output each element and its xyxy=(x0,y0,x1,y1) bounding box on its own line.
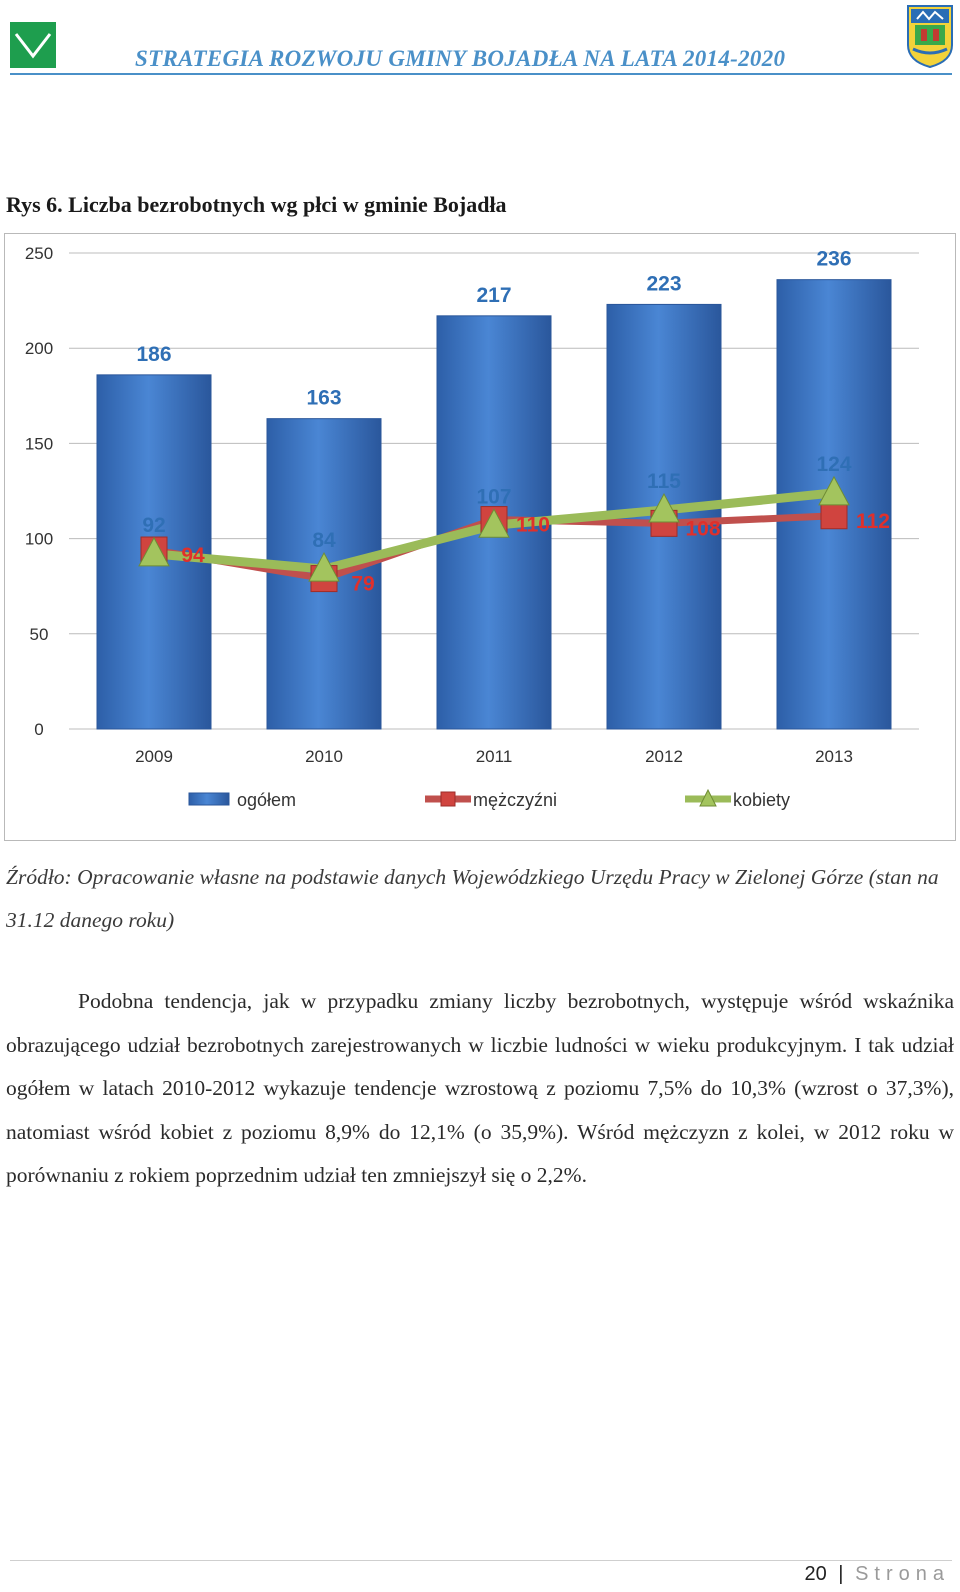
x-tick-label: 2010 xyxy=(305,747,343,766)
chart-container: 0 50 100 150 200 250 2009 2010 2011 2012 2013 186 1… xyxy=(4,233,956,841)
marker-mezczyzni xyxy=(820,502,848,530)
data-label-ogolem: 236 xyxy=(816,248,851,271)
data-label-kobiety: 107 xyxy=(476,485,511,508)
data-label-kobiety: 92 xyxy=(142,514,165,537)
y-tick-label: 0 xyxy=(34,720,43,739)
data-label-mezczyzni: 110 xyxy=(516,514,550,537)
legend-label: mężczyźni xyxy=(473,790,557,810)
header-title: STRATEGIA ROZWOJU GMINY BOJADŁA NA LATA … xyxy=(135,46,786,71)
data-label-kobiety: 115 xyxy=(647,470,681,493)
marker-kobiety xyxy=(138,536,170,567)
header-divider xyxy=(10,73,952,75)
y-tick-label: 200 xyxy=(25,339,53,358)
y-tick-label: 150 xyxy=(25,434,53,453)
legend-marker-kobiety xyxy=(699,788,717,807)
unemployment-chart: 0 50 100 150 200 250 2009 2010 2011 2012 2013 186 1… xyxy=(25,244,919,810)
data-label-mezczyzni: 94 xyxy=(181,544,205,567)
marker-kobiety xyxy=(648,492,680,523)
footer-label: Strona xyxy=(855,1563,950,1585)
page-footer: 20 | Strona xyxy=(804,1563,950,1586)
y-tick-label: 250 xyxy=(25,244,53,263)
y-tick-label: 100 xyxy=(25,530,53,549)
legend-label: ogółem xyxy=(237,790,296,810)
coat-of-arms-icon xyxy=(905,3,955,69)
figure-source: Źródło: Opracowanie własne na podstawie … xyxy=(6,865,939,932)
marker-kobiety xyxy=(478,508,510,538)
legend-swatch-ogolem xyxy=(188,792,230,806)
footer-separator: | xyxy=(838,1563,844,1585)
data-label-ogolem: 217 xyxy=(476,284,511,307)
data-label-ogolem: 223 xyxy=(646,272,681,295)
x-tick-label: 2009 xyxy=(135,747,173,766)
data-label-mezczyzni: 79 xyxy=(351,573,374,596)
x-tick-label: 2011 xyxy=(476,747,513,766)
data-label-kobiety: 124 xyxy=(816,453,851,476)
body-paragraph: Podobna tendencja, jak w przypadku zmian… xyxy=(6,989,954,1187)
x-tick-label: 2012 xyxy=(645,747,683,766)
marker-kobiety xyxy=(308,552,340,582)
y-tick-label: 50 xyxy=(30,625,49,644)
figure-caption: Rys 6. Liczba bezrobotnych wg płci w gmi… xyxy=(6,192,507,217)
data-label-kobiety: 84 xyxy=(312,529,336,552)
check-logo-icon xyxy=(10,22,56,68)
page-number: 20 xyxy=(804,1563,827,1585)
legend-marker-mezczyzni xyxy=(440,791,456,807)
x-tick-label: 2013 xyxy=(815,747,853,766)
footer-divider xyxy=(10,1560,952,1561)
data-label-ogolem: 163 xyxy=(306,387,341,410)
marker-kobiety xyxy=(818,475,850,506)
data-label-mezczyzni: 108 xyxy=(685,517,720,540)
legend-label: kobiety xyxy=(733,790,790,810)
data-label-ogolem: 186 xyxy=(136,343,171,366)
data-label-mezczyzni: 112 xyxy=(856,510,890,533)
